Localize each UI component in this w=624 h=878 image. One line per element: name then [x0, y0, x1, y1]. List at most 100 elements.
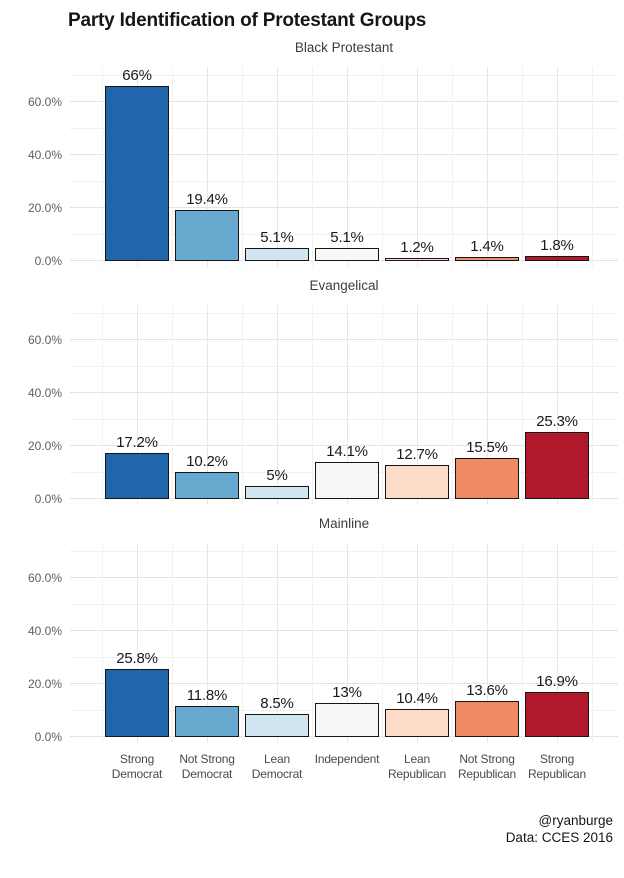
- plot-area: 66% 19.4% 5.1% 5.1% 1.2% 1.4% 1.8%: [70, 67, 618, 267]
- gridline-minor: [242, 67, 243, 267]
- gridline-major: [70, 101, 618, 102]
- x-tick-label: Lean Republican: [382, 752, 452, 782]
- bar-strong-democrat: [105, 453, 169, 499]
- y-tick-label: 0.0%: [34, 254, 62, 268]
- gridline-minor: [70, 418, 618, 420]
- bar-value-label: 5.1%: [330, 228, 364, 246]
- gridline-minor: [312, 67, 313, 267]
- gridline-minor: [70, 656, 618, 658]
- y-axis: 0.0% 20.0% 40.0% 60.0%: [0, 543, 70, 744]
- gridline-minor: [70, 127, 618, 129]
- bar-independent: [315, 247, 379, 261]
- gridline-minor: [70, 74, 618, 76]
- bar-not-strong-democrat: [175, 705, 239, 737]
- bar-value-label: 5%: [266, 466, 288, 484]
- gridline-major: [70, 207, 618, 208]
- panel-row: 0.0% 20.0% 40.0% 60.0% 66% 19.4% 5.1% 5.1% 1.2% 1…: [0, 67, 624, 268]
- facet-title: Evangelical: [309, 278, 379, 293]
- gridline-major: [417, 67, 418, 267]
- gridline-major: [70, 392, 618, 393]
- x-tick-label-line: Democrat: [181, 767, 233, 781]
- gridline-minor: [522, 305, 523, 505]
- bar-value-label: 66%: [122, 67, 152, 85]
- gridline-major: [347, 67, 348, 267]
- bar-not-strong-republican: [455, 700, 519, 737]
- gridline-major: [70, 445, 618, 446]
- facet-panel: Evangelical 0.0% 20.0% 40.0% 60.0% 17.2% 10.2%…: [0, 277, 624, 506]
- gridline-minor: [70, 233, 618, 235]
- x-tick-label: Lean Democrat: [242, 752, 312, 782]
- bar-lean-republican: [385, 709, 449, 737]
- x-tick-label: Not Strong Republican: [452, 752, 522, 782]
- plot-area: 25.8% 11.8% 8.5% 13% 10.4% 13.6% 16.9%: [70, 543, 618, 743]
- y-tick-label: 20.0%: [27, 439, 62, 453]
- bar-independent: [315, 702, 379, 737]
- data-source: Data: CCES 2016: [505, 830, 613, 845]
- gridline-minor: [242, 305, 243, 505]
- x-tick-label-line: Republican: [457, 767, 517, 781]
- x-tick-label-line: Democrat: [111, 767, 163, 781]
- facet-title: Mainline: [318, 516, 370, 531]
- gridline-minor: [452, 543, 453, 743]
- bar-value-label: 19.4%: [186, 190, 228, 208]
- x-tick-label-line: Lean: [264, 752, 290, 766]
- bar-value-label: 1.4%: [470, 238, 504, 256]
- y-tick-label: 40.0%: [27, 386, 62, 400]
- bar-not-strong-democrat: [175, 471, 239, 499]
- facets: Black Protestant 0.0% 20.0% 40.0% 60.0% 66% 19…: [0, 39, 624, 744]
- bar-value-label: 16.9%: [536, 673, 578, 691]
- gridline-minor: [70, 550, 618, 552]
- x-tick-label: Independent: [312, 752, 382, 782]
- bar-strong-republican: [525, 431, 589, 499]
- x-axis: Strong Democrat Not Strong Democrat Lean Demo…: [102, 752, 624, 782]
- x-tick-label: Strong Republican: [522, 752, 592, 782]
- bar-lean-democrat: [245, 247, 309, 261]
- gridline-major: [487, 543, 488, 743]
- gridline-major: [137, 305, 138, 505]
- panel-row: 0.0% 20.0% 40.0% 60.0% 17.2% 10.2% 5% 14.1% 12.7…: [0, 305, 624, 506]
- gridline-major: [207, 543, 208, 743]
- x-tick-label-line: Not Strong: [179, 752, 235, 766]
- bar-strong-democrat: [105, 86, 169, 261]
- gridline-minor: [172, 67, 173, 267]
- y-axis: 0.0% 20.0% 40.0% 60.0%: [0, 305, 70, 506]
- y-tick-label: 0.0%: [34, 492, 62, 506]
- bar-value-label: 17.2%: [116, 434, 158, 452]
- gridline-minor: [70, 180, 618, 182]
- x-tick-label-line: Democrat: [251, 767, 303, 781]
- bar-value-label: 13%: [332, 683, 362, 701]
- x-tick-label-line: Strong: [539, 752, 575, 766]
- bar-value-label: 14.1%: [326, 442, 368, 460]
- gridline-minor: [592, 543, 593, 743]
- gridline-major: [557, 543, 558, 743]
- x-tick-label-line: Strong: [119, 752, 155, 766]
- gridline-major: [207, 67, 208, 267]
- y-axis: 0.0% 20.0% 40.0% 60.0%: [0, 67, 70, 268]
- gridline-major: [487, 67, 488, 267]
- gridline-major: [417, 305, 418, 505]
- gridline-major: [347, 543, 348, 743]
- gridline-major: [70, 683, 618, 684]
- gridline-major: [277, 543, 278, 743]
- bar-strong-democrat: [105, 668, 169, 737]
- bar-value-label: 13.6%: [466, 681, 508, 699]
- y-tick-label: 0.0%: [34, 730, 62, 744]
- bar-not-strong-republican: [455, 257, 519, 261]
- bar-value-label: 1.8%: [540, 237, 574, 255]
- x-tick-label-line: Independent: [314, 752, 380, 766]
- gridline-major: [70, 630, 618, 631]
- gridline-minor: [70, 312, 618, 314]
- chart-footer: @ryanburge Data: CCES 2016: [0, 812, 613, 846]
- gridline-major: [137, 543, 138, 743]
- gridline-minor: [172, 305, 173, 505]
- plot-area: 17.2% 10.2% 5% 14.1% 12.7% 15.5% 25.3%: [70, 305, 618, 505]
- gridline-minor: [452, 67, 453, 267]
- y-tick-label: 60.0%: [27, 95, 62, 109]
- bar-lean-republican: [385, 257, 449, 261]
- x-tick-label: Not Strong Democrat: [172, 752, 242, 782]
- bar-strong-republican: [525, 692, 589, 737]
- gridline-major: [70, 577, 618, 578]
- panel-row: 0.0% 20.0% 40.0% 60.0% 25.8% 11.8% 8.5% 13% 10.4…: [0, 543, 624, 744]
- bar-value-label: 5.1%: [260, 228, 294, 246]
- gridline-minor: [592, 67, 593, 267]
